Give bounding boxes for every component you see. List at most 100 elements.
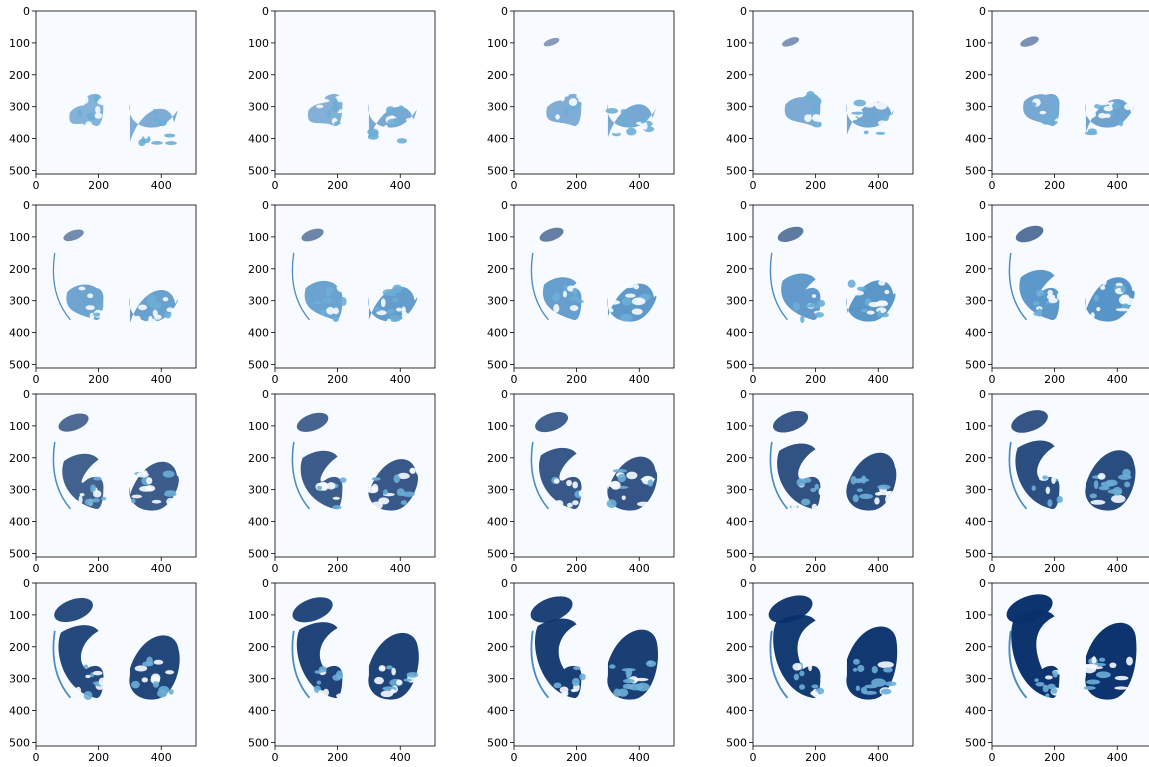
y-tick-label: 300 — [487, 295, 508, 308]
y-tick-label: 200 — [965, 641, 986, 654]
y-tick-label: 200 — [248, 452, 269, 465]
panel-frame — [752, 582, 914, 747]
panel-frame — [513, 10, 675, 175]
lung-mask — [769, 226, 896, 324]
x-tick-label: 0 — [33, 751, 40, 764]
y-tick-label: 100 — [248, 609, 269, 622]
x-tick-label: 400 — [1107, 373, 1128, 386]
lung-mask — [69, 93, 178, 147]
x-tick-label: 400 — [390, 751, 411, 764]
y-tick-label: 200 — [487, 641, 508, 654]
lung-mask — [52, 229, 179, 327]
y-tick-label: 200 — [9, 641, 30, 654]
y-tick-label: 200 — [965, 452, 986, 465]
y-tick-label: 100 — [965, 231, 986, 244]
lung-mask — [1008, 225, 1135, 322]
y-tick-label: 300 — [9, 101, 30, 114]
y-tick-label: 400 — [965, 133, 986, 146]
panel-background — [36, 205, 196, 368]
y-tick-label: 200 — [965, 263, 986, 276]
y-tick-label: 400 — [9, 133, 30, 146]
panel-frame — [274, 204, 436, 369]
y-tick-label: 400 — [726, 516, 747, 529]
y-tick-label: 500 — [487, 547, 508, 560]
x-tick-label: 200 — [327, 373, 348, 386]
slice-panel-13: 0 200 400 0 100 200 300 400 500 — [487, 388, 675, 575]
y-tick-label: 500 — [965, 164, 986, 177]
lung-mask — [52, 413, 179, 511]
slice-panel-1: 0 200 400 0 100 200 300 400 500 — [9, 5, 197, 192]
lung-mask — [1008, 410, 1136, 512]
y-tick-label: 300 — [248, 101, 269, 114]
y-tick-label: 400 — [965, 516, 986, 529]
y-tick-label: 500 — [9, 736, 30, 749]
x-tick-label: 200 — [1044, 179, 1065, 192]
x-tick-label: 400 — [390, 373, 411, 386]
x-tick-label: 400 — [629, 179, 650, 192]
panel-frame — [752, 393, 914, 558]
x-tick-label: 200 — [566, 373, 587, 386]
y-tick-label: 500 — [9, 164, 30, 177]
y-tick-label: 200 — [726, 641, 747, 654]
y-tick-label: 200 — [9, 263, 30, 276]
slice-panel-12: 0 200 400 0 100 200 300 400 500 — [248, 388, 436, 575]
y-tick-label: 300 — [487, 101, 508, 114]
x-tick-label: 0 — [511, 373, 518, 386]
y-tick-label: 400 — [248, 516, 269, 529]
x-tick-label: 200 — [1044, 373, 1065, 386]
y-tick-label: 300 — [965, 673, 986, 686]
slice-panel-15: 0 200 400 0 100 200 300 400 500 — [965, 388, 1149, 575]
y-tick-label: 200 — [726, 263, 747, 276]
x-tick-label: 400 — [1107, 751, 1128, 764]
x-tick-label: 200 — [566, 751, 587, 764]
panel-frame — [991, 582, 1149, 747]
y-tick-label: 0 — [23, 577, 30, 590]
x-tick-label: 200 — [1044, 751, 1065, 764]
y-tick-label: 0 — [740, 388, 747, 401]
lung-mask — [307, 93, 417, 144]
y-tick-label: 400 — [487, 705, 508, 718]
y-tick-label: 0 — [23, 199, 30, 212]
x-tick-label: 200 — [88, 373, 109, 386]
panel-frame — [991, 393, 1149, 558]
lung-mask — [291, 597, 419, 700]
lung-mask — [530, 596, 659, 700]
panel-frame — [513, 204, 675, 369]
lung-mask — [1020, 36, 1134, 136]
slice-panel-3: 0 200 400 0 100 200 300 400 500 — [487, 5, 675, 192]
lung-mask — [52, 598, 180, 700]
panel-frame — [35, 204, 197, 369]
slice-panel-14: 0 200 400 0 100 200 300 400 500 — [726, 388, 914, 575]
lung-mask — [782, 37, 895, 140]
y-tick-label: 200 — [487, 69, 508, 82]
x-tick-label: 0 — [989, 373, 996, 386]
y-tick-label: 100 — [9, 231, 30, 244]
y-tick-label: 500 — [9, 358, 30, 371]
y-tick-label: 0 — [740, 199, 747, 212]
y-tick-label: 400 — [965, 705, 986, 718]
y-tick-label: 200 — [487, 452, 508, 465]
y-tick-label: 500 — [726, 547, 747, 560]
y-tick-label: 0 — [979, 388, 986, 401]
x-tick-label: 200 — [88, 562, 109, 575]
slice-panel-10: 0 200 400 0 100 200 300 400 500 — [965, 199, 1149, 386]
x-tick-label: 0 — [989, 179, 996, 192]
y-tick-label: 0 — [501, 388, 508, 401]
slice-panel-2: 0 200 400 0 100 200 300 400 500 — [248, 5, 436, 192]
y-tick-label: 300 — [248, 295, 269, 308]
y-tick-label: 500 — [248, 164, 269, 177]
y-tick-label: 0 — [262, 199, 269, 212]
x-tick-label: 0 — [989, 751, 996, 764]
y-tick-label: 0 — [740, 577, 747, 590]
y-tick-label: 100 — [965, 420, 986, 433]
y-tick-label: 100 — [248, 420, 269, 433]
y-tick-label: 100 — [487, 420, 508, 433]
y-tick-label: 100 — [487, 231, 508, 244]
y-tick-label: 0 — [23, 388, 30, 401]
y-tick-label: 200 — [248, 263, 269, 276]
lung-mask — [530, 411, 658, 511]
y-tick-label: 500 — [965, 547, 986, 560]
y-tick-label: 400 — [9, 516, 30, 529]
y-tick-label: 100 — [9, 37, 30, 50]
y-tick-label: 500 — [248, 358, 269, 371]
